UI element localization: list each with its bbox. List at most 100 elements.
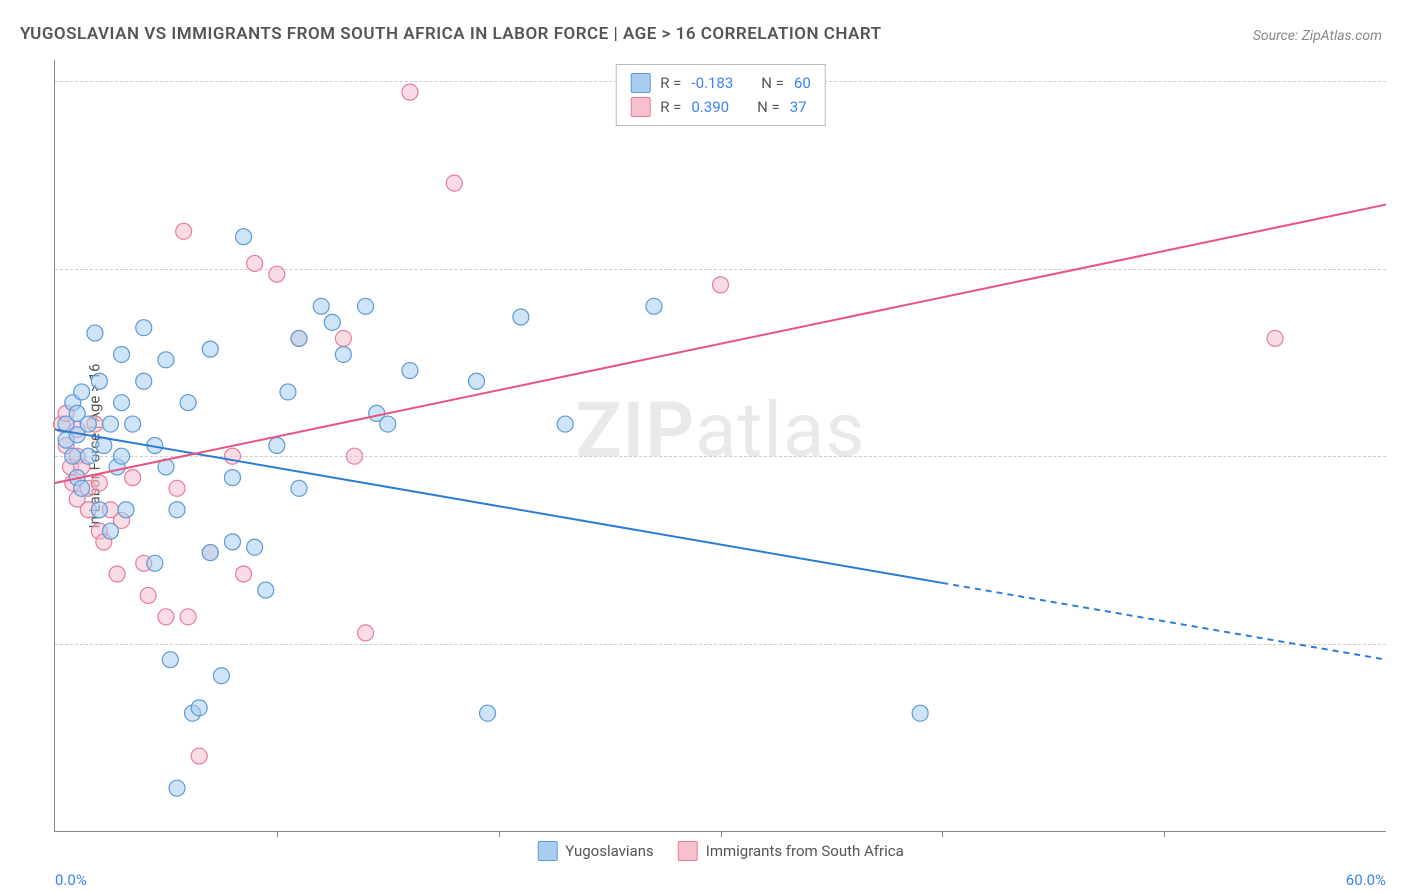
x-tick-mark: [942, 831, 943, 837]
data-point: [358, 625, 374, 641]
x-tick-label: 0.0%: [55, 871, 87, 889]
data-point: [169, 502, 185, 518]
data-point: [224, 470, 240, 486]
r-value-0: -0.183: [691, 71, 733, 95]
legend-stats-row-0: R = -0.183 N = 60: [630, 71, 811, 95]
data-point: [109, 566, 125, 582]
data-point: [158, 609, 174, 625]
data-point: [335, 346, 351, 362]
r-label: R =: [660, 95, 681, 119]
data-point: [280, 384, 296, 400]
data-point: [202, 341, 218, 357]
data-point: [247, 255, 263, 271]
r-label: R =: [660, 71, 681, 95]
data-point: [713, 277, 729, 293]
data-point: [136, 373, 152, 389]
data-point: [269, 438, 285, 454]
series-name-1: Immigrants from South Africa: [706, 842, 904, 860]
data-point: [191, 700, 207, 716]
data-point: [87, 325, 103, 341]
data-point: [291, 480, 307, 496]
data-point: [1267, 330, 1283, 346]
data-point: [446, 175, 462, 191]
data-point: [236, 229, 252, 245]
data-point: [147, 555, 163, 571]
data-point: [202, 545, 218, 561]
data-point: [74, 384, 90, 400]
plot-area: ZIPatlas R = -0.183 N = 60 R = 0.390 N =…: [54, 60, 1386, 832]
data-point: [80, 416, 96, 432]
data-point: [91, 475, 107, 491]
data-point: [158, 352, 174, 368]
data-point: [102, 523, 118, 539]
x-tick-mark: [1164, 831, 1165, 837]
data-point: [324, 314, 340, 330]
data-point: [114, 448, 130, 464]
data-point: [91, 502, 107, 518]
trend-line: [55, 429, 942, 582]
data-point: [213, 668, 229, 684]
swatch-series-0: [630, 73, 650, 93]
swatch-series-1: [630, 97, 650, 117]
data-point: [65, 448, 81, 464]
x-tick-label: 60.0%: [1346, 871, 1386, 889]
swatch-series-1-bottom: [678, 841, 698, 861]
y-tick-label: 82.5%: [1396, 260, 1406, 278]
data-point: [269, 266, 285, 282]
data-point: [258, 582, 274, 598]
data-point: [169, 780, 185, 796]
legend-item-1: Immigrants from South Africa: [678, 841, 904, 861]
r-value-1: 0.390: [691, 95, 729, 119]
data-point: [118, 502, 134, 518]
x-tick-mark: [499, 831, 500, 837]
data-point: [557, 416, 573, 432]
data-point: [335, 330, 351, 346]
data-point: [912, 705, 928, 721]
data-point: [513, 309, 529, 325]
trend-line: [942, 583, 1386, 660]
data-point: [247, 539, 263, 555]
data-point: [102, 416, 118, 432]
data-point: [80, 448, 96, 464]
n-value-0: 60: [794, 71, 811, 95]
data-point: [291, 330, 307, 346]
data-point: [646, 298, 662, 314]
legend-stats: R = -0.183 N = 60 R = 0.390 N = 37: [615, 64, 826, 126]
x-tick-mark: [277, 831, 278, 837]
n-value-1: 37: [790, 95, 807, 119]
data-point: [402, 84, 418, 100]
y-tick-label: 100.0%: [1396, 72, 1406, 90]
data-point: [313, 298, 329, 314]
n-label: N =: [761, 71, 784, 95]
legend-series: Yugoslavians Immigrants from South Afric…: [537, 841, 904, 861]
data-point: [358, 298, 374, 314]
data-point: [180, 609, 196, 625]
data-point: [180, 395, 196, 411]
data-point: [169, 480, 185, 496]
legend-stats-row-1: R = 0.390 N = 37: [630, 95, 811, 119]
data-point: [114, 395, 130, 411]
data-point: [74, 480, 90, 496]
swatch-series-0-bottom: [537, 841, 557, 861]
data-point: [125, 470, 141, 486]
data-point: [176, 223, 192, 239]
trend-line: [55, 205, 1386, 483]
data-point: [162, 652, 178, 668]
data-point: [236, 566, 252, 582]
y-tick-label: 47.5%: [1396, 635, 1406, 653]
data-point: [136, 320, 152, 336]
source-label: Source: ZipAtlas.com: [1253, 28, 1382, 44]
data-point: [91, 373, 107, 389]
data-point: [402, 363, 418, 379]
data-point: [380, 416, 396, 432]
series-name-0: Yugoslavians: [565, 842, 654, 860]
x-tick-mark: [721, 831, 722, 837]
data-point: [191, 748, 207, 764]
scatter-svg: [55, 60, 1386, 831]
n-label: N =: [757, 95, 780, 119]
data-point: [114, 346, 130, 362]
data-point: [468, 373, 484, 389]
data-point: [140, 587, 156, 603]
y-tick-label: 65.0%: [1396, 447, 1406, 465]
data-point: [224, 534, 240, 550]
